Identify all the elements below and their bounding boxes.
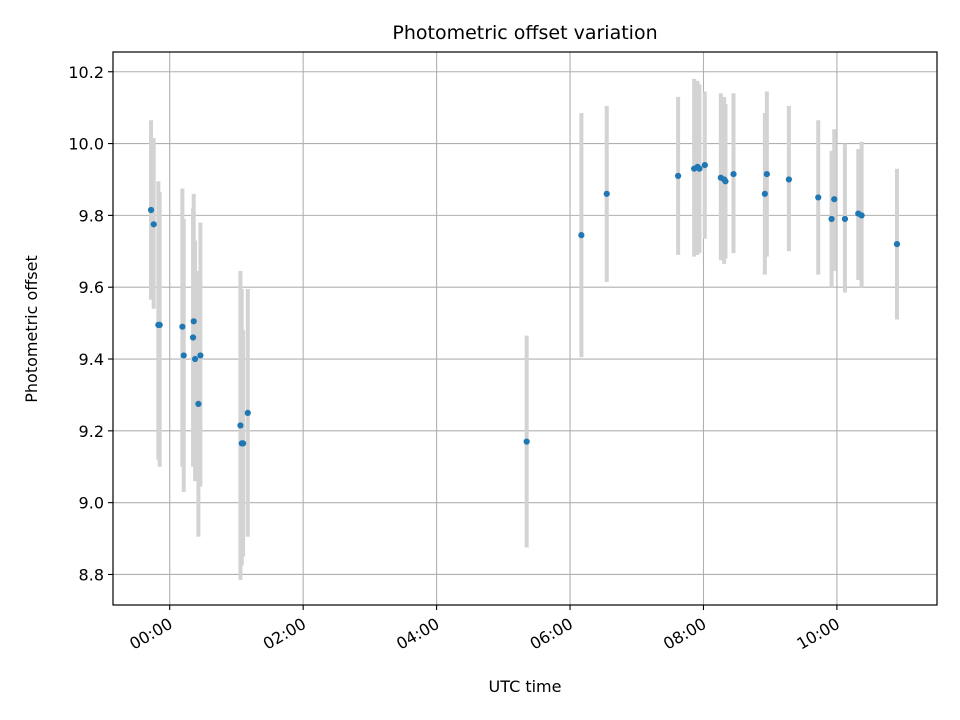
data-point: [785, 176, 792, 183]
data-point: [240, 440, 247, 447]
chart-title: Photometric offset variation: [392, 22, 657, 44]
data-points: [147, 162, 901, 447]
data-point: [763, 170, 770, 178]
data-point: [190, 318, 197, 325]
data-point: [722, 178, 729, 185]
data-point: [195, 400, 202, 408]
data-point: [578, 232, 585, 239]
data-point: [701, 162, 708, 169]
y-tick-label: 9.8: [79, 206, 104, 225]
data-point: [730, 170, 737, 178]
y-tick-label: 8.8: [79, 565, 104, 584]
data-point: [675, 172, 682, 179]
y-axis-label: Photometric offset: [22, 255, 41, 403]
data-point: [179, 323, 186, 330]
data-point: [841, 215, 849, 223]
data-point: [147, 206, 155, 214]
data-point: [828, 215, 835, 223]
data-point: [150, 221, 157, 228]
data-point: [244, 409, 251, 416]
y-tick-label: 9.0: [79, 494, 104, 513]
data-point: [815, 194, 822, 201]
data-point: [893, 241, 901, 248]
y-tick-label: 10.0: [68, 135, 104, 154]
data-point: [189, 334, 197, 341]
y-tick-label: 9.2: [79, 422, 104, 441]
x-axis-label: UTC time: [489, 677, 562, 696]
data-point: [156, 321, 163, 329]
data-point: [197, 352, 204, 359]
data-point: [696, 165, 703, 172]
data-point: [191, 355, 199, 363]
y-tick-label: 9.6: [79, 278, 104, 297]
plot-frame: [112, 51, 938, 606]
data-point: [237, 422, 244, 429]
y-tick-label: 10.2: [68, 63, 104, 82]
grid: [113, 52, 937, 605]
data-point: [858, 212, 865, 219]
data-point: [523, 438, 530, 445]
data-point: [603, 190, 610, 197]
data-point: [761, 190, 768, 197]
y-tick-label: 9.4: [79, 350, 104, 369]
data-point: [180, 352, 187, 359]
data-point: [831, 196, 838, 203]
